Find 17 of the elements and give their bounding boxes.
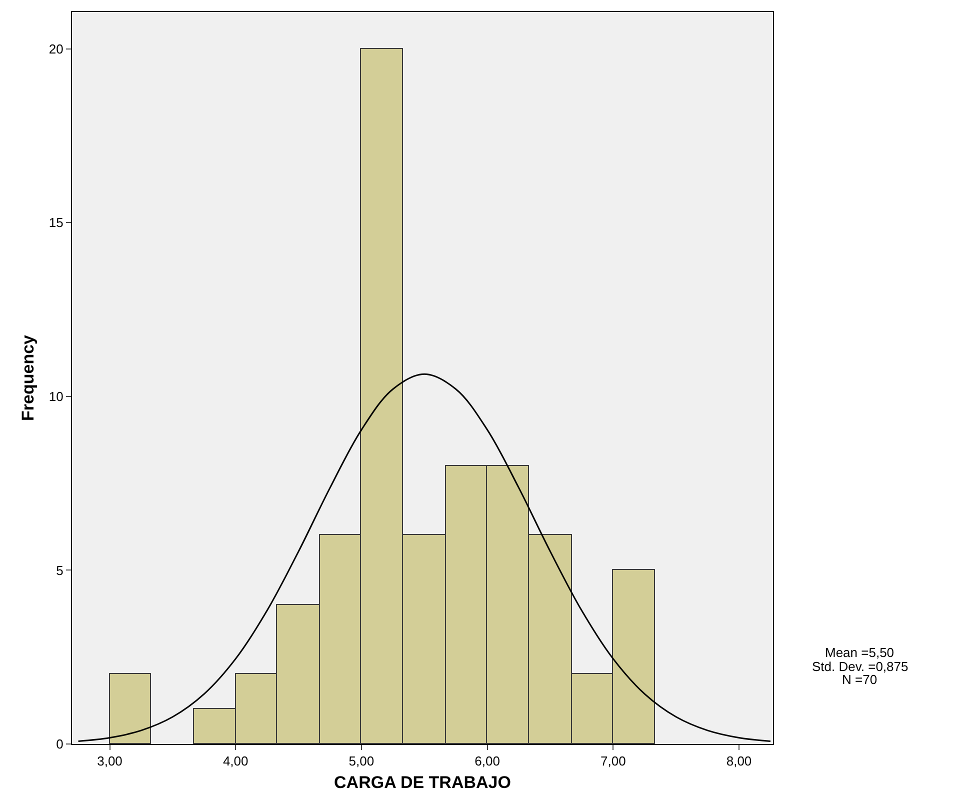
y-tick-label: 10 bbox=[48, 388, 64, 404]
text: N =70 bbox=[842, 672, 878, 687]
x-tick-label: 7,00 bbox=[600, 754, 626, 769]
y-tick-label: 20 bbox=[48, 41, 64, 56]
y-tick-label: 5 bbox=[56, 562, 64, 578]
x-tick-label: 4,00 bbox=[222, 754, 248, 769]
x-tick-label: 3,00 bbox=[97, 754, 122, 769]
x-tick-label: 6,00 bbox=[474, 754, 500, 769]
y-tick-label: 15 bbox=[48, 215, 64, 230]
x-tick-label: 5,00 bbox=[348, 754, 374, 769]
text: Std. Dev. =0,875 bbox=[812, 659, 908, 674]
text: Mean =5,50 bbox=[825, 645, 894, 660]
y-tick-label: 0 bbox=[56, 736, 64, 752]
x-axis-title: CARGA DE TRABAJO bbox=[334, 773, 511, 792]
line-series bbox=[78, 373, 772, 742]
x-tick-label: 8,00 bbox=[726, 754, 752, 769]
y-axis-title: Frequency bbox=[18, 334, 38, 421]
